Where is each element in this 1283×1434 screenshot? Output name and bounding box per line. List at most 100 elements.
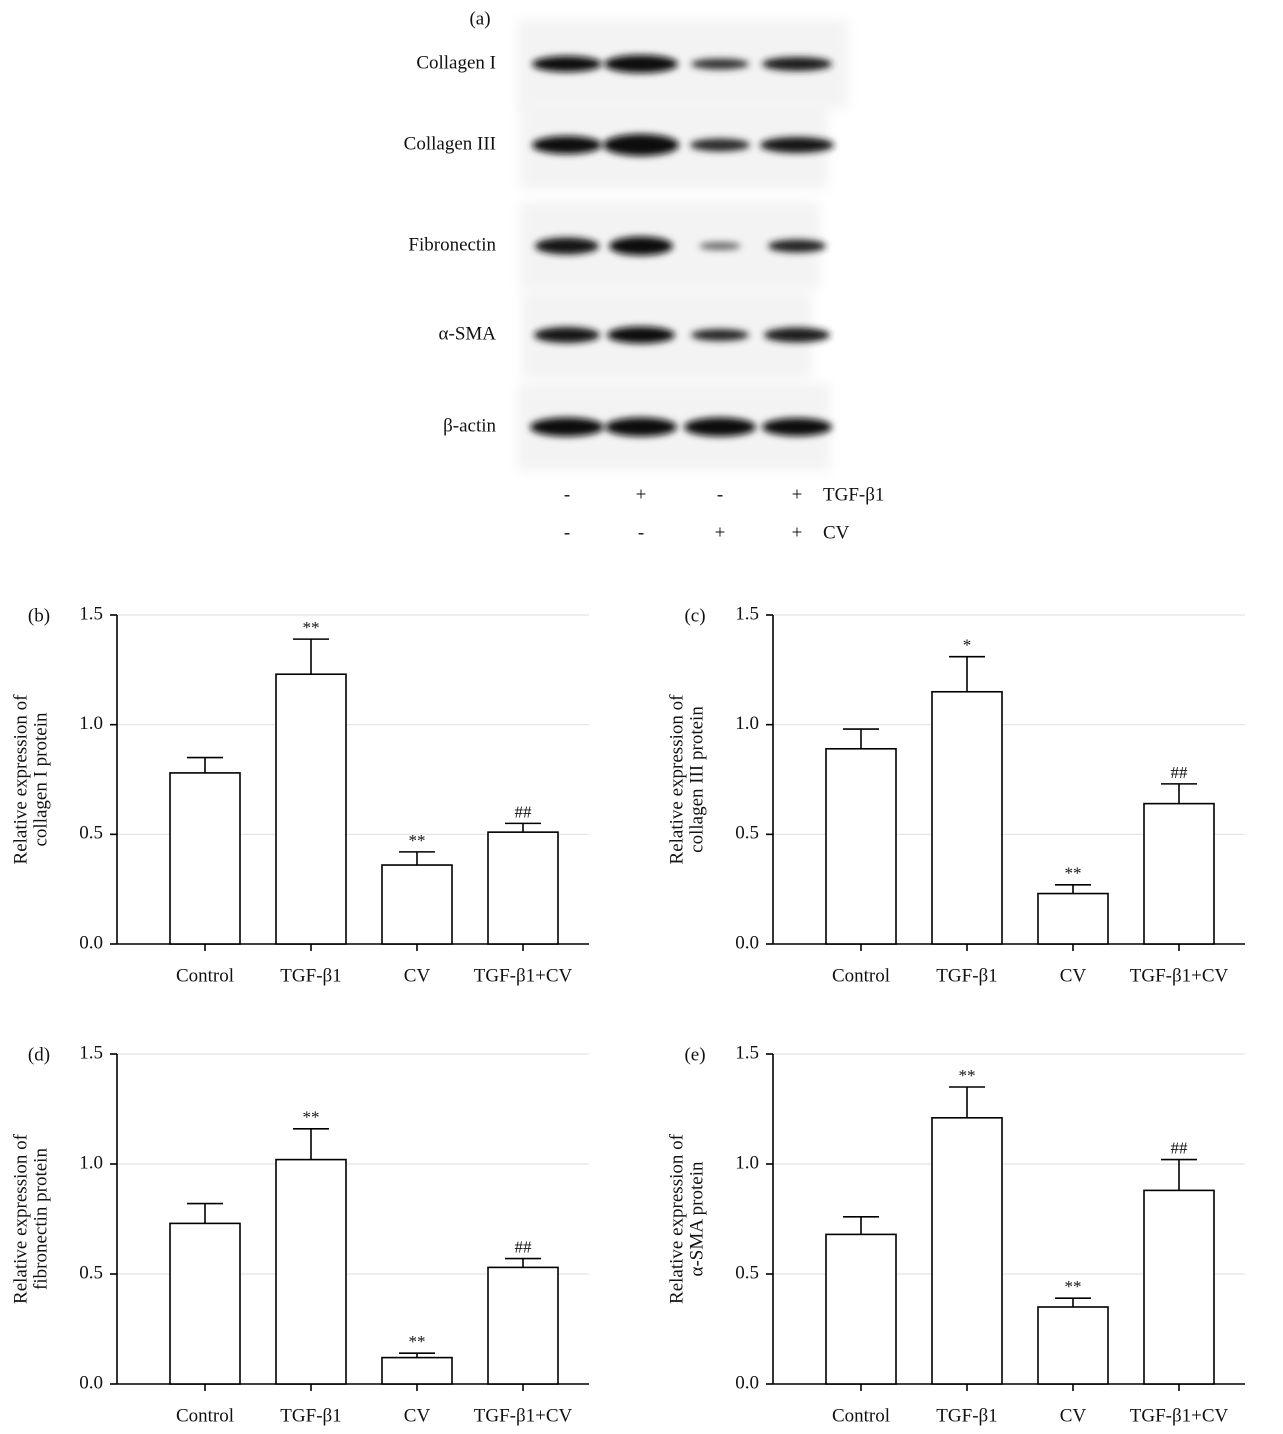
blot-band: [605, 417, 677, 437]
blot-band: [764, 327, 830, 343]
condition-sign: +: [792, 484, 803, 505]
y-axis-label: Relative expression of: [666, 1133, 687, 1304]
blot-band: [699, 242, 741, 250]
x-tick-label: TGF-β1+CV: [474, 965, 573, 986]
x-tick-label: TGF-β1+CV: [1130, 965, 1229, 986]
x-tick-label: TGF-β1+CV: [474, 1405, 573, 1426]
y-tick-label: 0.5: [735, 823, 759, 844]
x-tick-label: Control: [832, 1405, 890, 1426]
western-blot: (a) Collagen I Collagen III Fibronectin α-SM…: [404, 8, 885, 543]
blot-band: [760, 137, 834, 153]
bar: [1037, 1306, 1109, 1385]
blot-band: [768, 239, 826, 253]
bar: [381, 864, 453, 945]
y-axis-label: collagen I protein: [30, 712, 51, 847]
y-tick-label: 0.5: [79, 1262, 103, 1283]
blot-band: [762, 418, 832, 436]
significance-label: ##: [515, 802, 533, 821]
blot-band: [532, 56, 602, 72]
y-tick-label: 1.0: [79, 1152, 103, 1173]
blot-band: [603, 134, 679, 156]
panel-label: (e): [684, 1044, 705, 1065]
significance-label: ##: [515, 1238, 533, 1257]
blot-band: [530, 417, 604, 437]
significance-label: **: [409, 1332, 426, 1351]
condition-sign: -: [717, 484, 723, 505]
bar-chart: 0.0 0.5 1.0 1.5 (d) Relative expression of fib…: [10, 1042, 589, 1426]
bar: [487, 1266, 559, 1385]
condition-sign: -: [564, 522, 570, 543]
bar-chart: 0.0 0.5 1.0 1.5 (b) Relative expression of col…: [10, 603, 589, 986]
bar: [487, 831, 559, 945]
y-tick-label: 0.5: [79, 823, 103, 844]
panel-label: (d): [28, 1044, 50, 1065]
blot-band: [532, 136, 602, 154]
condition-sign: +: [715, 522, 726, 543]
bar-chart: 0.0 0.5 1.0 1.5 (c) Relative expression of col…: [666, 603, 1245, 986]
blot-band: [684, 417, 756, 437]
bar: [381, 1356, 453, 1385]
significance-label: **: [959, 1066, 976, 1085]
blot-row-label: Collagen I: [416, 52, 496, 73]
condition-sign: +: [792, 522, 803, 543]
x-tick-label: Control: [176, 1405, 234, 1426]
bar: [825, 747, 897, 945]
significance-label: *: [963, 636, 972, 655]
bar: [1143, 1189, 1215, 1385]
bar: [275, 673, 347, 945]
panel-label: (a): [469, 8, 490, 29]
blot-band: [762, 57, 832, 71]
y-axis-label: fibronectin protein: [30, 1148, 51, 1290]
x-tick-label: CV: [404, 1405, 431, 1426]
x-tick-label: CV: [1060, 1405, 1087, 1426]
bar: [1037, 892, 1109, 945]
blot-band: [535, 237, 599, 255]
bar-chart: 0.0 0.5 1.0 1.5 (e) Relative expression of α-S…: [666, 1042, 1245, 1426]
y-tick-label: 0.0: [79, 1372, 103, 1393]
blot-band: [691, 58, 749, 70]
bar: [275, 1158, 347, 1385]
significance-label: **: [303, 1108, 320, 1127]
y-axis-label: α-SMA protein: [686, 1161, 707, 1276]
y-tick-label: 1.5: [735, 603, 759, 624]
blot-band: [691, 329, 749, 341]
y-tick-label: 0.0: [79, 932, 103, 953]
y-tick-label: 0.0: [735, 932, 759, 953]
blot-row-label: Collagen III: [404, 133, 496, 154]
significance-label: **: [1065, 864, 1082, 883]
blot-band: [609, 236, 673, 256]
bar: [931, 1117, 1003, 1385]
panel-label: (c): [684, 605, 705, 626]
y-axis-label: collagen III protein: [686, 706, 707, 853]
blot-row-label: α-SMA: [439, 323, 497, 344]
y-axis-label: Relative expression of: [10, 1133, 31, 1304]
panel-label: (b): [28, 605, 50, 626]
y-tick-label: 1.0: [735, 713, 759, 734]
x-tick-label: Control: [832, 965, 890, 986]
y-tick-label: 1.5: [79, 603, 103, 624]
significance-label: **: [409, 831, 426, 850]
significance-label: **: [1065, 1277, 1082, 1296]
blot-band: [607, 326, 675, 344]
x-tick-label: TGF-β1: [936, 965, 997, 986]
x-tick-label: CV: [1060, 965, 1087, 986]
x-tick-label: TGF-β1: [280, 965, 341, 986]
y-tick-label: 1.5: [79, 1042, 103, 1063]
bar: [825, 1233, 897, 1385]
condition-name: TGF-β1: [823, 484, 884, 505]
condition-sign: -: [638, 522, 644, 543]
x-tick-label: TGF-β1: [280, 1405, 341, 1426]
bar: [169, 772, 241, 945]
blot-row-label: Fibronectin: [408, 234, 496, 255]
y-axis-label: Relative expression of: [666, 694, 687, 865]
bar-charts: 0.00.51.01.5(b)Relative expression of col…: [10, 603, 1245, 1426]
y-tick-label: 0.0: [735, 1372, 759, 1393]
x-tick-label: TGF-β1: [936, 1405, 997, 1426]
condition-sign: -: [564, 484, 570, 505]
y-tick-label: 1.0: [735, 1152, 759, 1173]
condition-sign: +: [636, 484, 647, 505]
blot-row-label: β-actin: [443, 415, 496, 436]
significance-label: ##: [1171, 1139, 1189, 1158]
